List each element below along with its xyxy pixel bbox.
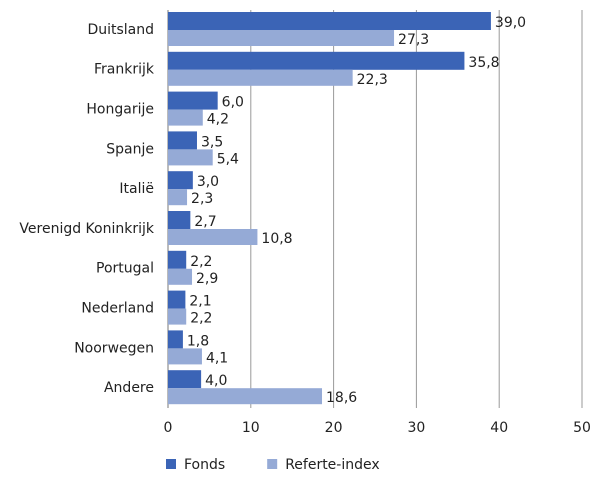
data-label: 4,2 [207,112,229,128]
y-tick-label: Frankrijk [94,62,155,78]
bar [168,149,213,166]
data-label: 3,5 [201,134,223,150]
y-tick-label: Verenigd Koninkrijk [19,221,154,237]
bar [168,330,183,349]
bar [168,229,258,245]
y-tick-label: Duitsland [87,22,154,38]
legend-label: Fonds [184,457,225,473]
legend-swatch [267,459,278,469]
bar [168,348,202,365]
bar [168,69,353,86]
legend-label: Referte-index [285,457,379,473]
x-tick-label: 50 [573,420,591,436]
data-label: 27,3 [398,32,429,48]
x-tick-label: 40 [490,420,508,436]
bar [168,370,202,389]
y-tick-label: Spanje [106,141,154,157]
bar [168,308,187,325]
bar [168,109,203,126]
x-tick-label: 20 [325,420,343,436]
y-tick-label: Italië [119,181,154,197]
y-tick-label: Hongarije [86,102,154,118]
bar [168,250,187,269]
bar [168,30,395,46]
data-label: 2,2 [190,311,212,327]
bar [168,12,491,30]
data-label: 6,0 [222,95,244,111]
data-label: 22,3 [357,72,388,88]
legend-swatch [166,459,176,469]
data-label: 1,8 [187,333,209,349]
data-label: 2,7 [194,214,216,230]
data-label: 35,8 [468,55,499,71]
data-label: 4,1 [206,350,228,366]
bar [168,171,193,190]
bar [168,189,188,206]
bar [168,91,218,110]
bar [168,211,191,229]
data-label: 2,1 [189,294,211,310]
data-label: 2,3 [191,191,213,207]
x-tick-label: 30 [407,420,425,436]
bar [168,388,323,405]
x-tick-label: 10 [242,420,260,436]
data-label: 4,0 [205,373,227,389]
data-label: 2,9 [196,271,218,287]
data-label: 5,4 [217,151,239,167]
data-label: 3,0 [197,174,219,190]
y-tick-label: Nederland [81,301,154,317]
data-label: 18,6 [326,390,357,406]
data-label: 10,8 [261,231,292,247]
data-label: 2,2 [190,254,212,270]
y-tick-label: Portugal [96,261,154,277]
bar [168,268,193,285]
bar [168,290,186,309]
y-tick-label: Andere [104,380,154,396]
x-tick-label: 0 [164,420,173,436]
bar [168,51,465,70]
bar [168,131,197,150]
data-label: 39,0 [495,15,526,31]
y-tick-label: Noorwegen [74,340,154,356]
